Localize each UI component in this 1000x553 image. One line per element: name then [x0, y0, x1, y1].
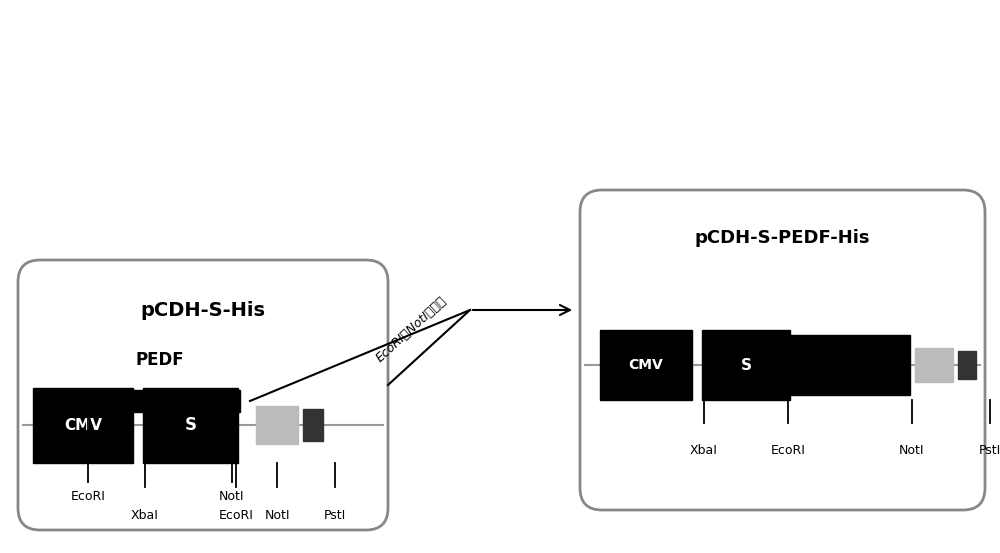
Text: XbaI: XbaI: [131, 509, 159, 522]
Text: EcoRI和NotI双酶切: EcoRI和NotI双酶切: [373, 294, 449, 365]
Text: PstI: PstI: [324, 509, 346, 522]
Text: EcoRI: EcoRI: [219, 509, 253, 522]
Text: pCDH-S-His: pCDH-S-His: [140, 300, 266, 320]
Text: pCDH-S-PEDF-His: pCDH-S-PEDF-His: [695, 229, 870, 247]
Bar: [790, 335, 910, 395]
Bar: [600, 330, 692, 400]
Text: EcoRI: EcoRI: [771, 444, 805, 457]
Text: S: S: [184, 416, 196, 434]
Text: CMV: CMV: [629, 358, 663, 372]
Bar: [958, 351, 976, 379]
Text: XbaI: XbaI: [690, 444, 718, 457]
Text: NotI: NotI: [219, 490, 245, 503]
Text: PEDF: PEDF: [136, 351, 184, 369]
Text: S: S: [740, 357, 752, 373]
Bar: [80, 390, 240, 412]
Text: NotI: NotI: [264, 509, 290, 522]
Text: PstI: PstI: [979, 444, 1000, 457]
Text: NotI: NotI: [899, 444, 925, 457]
Bar: [256, 406, 298, 444]
Bar: [915, 348, 953, 382]
FancyBboxPatch shape: [580, 190, 985, 510]
Text: EcoRI: EcoRI: [71, 490, 105, 503]
Bar: [303, 409, 323, 441]
Bar: [143, 388, 238, 462]
Text: CMV: CMV: [64, 418, 102, 432]
FancyBboxPatch shape: [18, 260, 388, 530]
Bar: [33, 388, 133, 462]
Bar: [702, 330, 790, 400]
